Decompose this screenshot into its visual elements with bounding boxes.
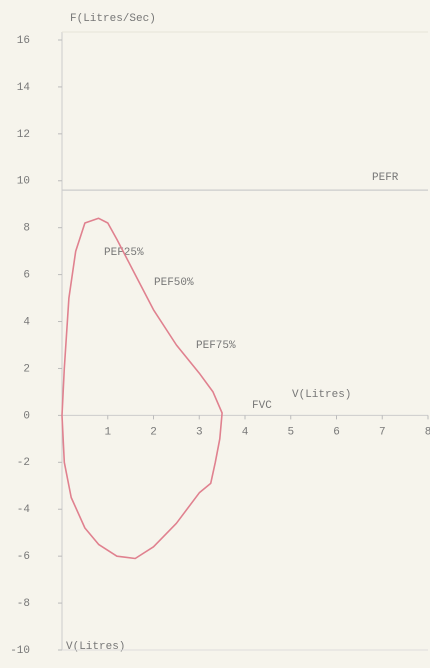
x-tick-label: 3 xyxy=(196,426,203,438)
y-tick-label: 10 xyxy=(17,176,30,188)
y-tick-label: -4 xyxy=(17,504,31,516)
y-tick-label: 14 xyxy=(17,82,31,94)
x-axis-label: V(Litres) xyxy=(292,389,351,401)
x-tick-label: 6 xyxy=(333,426,340,438)
x-tick-label: 1 xyxy=(104,426,111,438)
annotation: PEF75% xyxy=(196,340,236,352)
annotation: FVC xyxy=(252,400,272,412)
y-tick-label: 8 xyxy=(23,223,30,235)
y-tick-label: -8 xyxy=(17,598,30,610)
y-tick-label: 4 xyxy=(23,316,30,328)
bottom-label: V(Litres) xyxy=(66,641,125,653)
y-tick-label: 2 xyxy=(23,363,30,375)
y-tick-label: 6 xyxy=(23,270,30,282)
x-tick-label: 5 xyxy=(287,426,294,438)
y-tick-label: 16 xyxy=(17,35,30,47)
flow-volume-loop xyxy=(61,217,223,560)
annotation: PEF50% xyxy=(154,277,194,289)
reference-label: PEFR xyxy=(372,172,399,184)
y-tick-label: 0 xyxy=(23,410,30,422)
y-tick-label: -2 xyxy=(17,457,30,469)
x-tick-label: 4 xyxy=(242,426,249,438)
y-tick-label: -6 xyxy=(17,551,30,563)
x-tick-label: 7 xyxy=(379,426,386,438)
x-tick-label: 8 xyxy=(425,426,430,438)
y-tick-label: -10 xyxy=(10,645,30,657)
y-tick-label: 12 xyxy=(17,129,30,141)
y-axis-label: F(Litres/Sec) xyxy=(70,13,156,25)
x-tick-label: 2 xyxy=(150,426,157,438)
